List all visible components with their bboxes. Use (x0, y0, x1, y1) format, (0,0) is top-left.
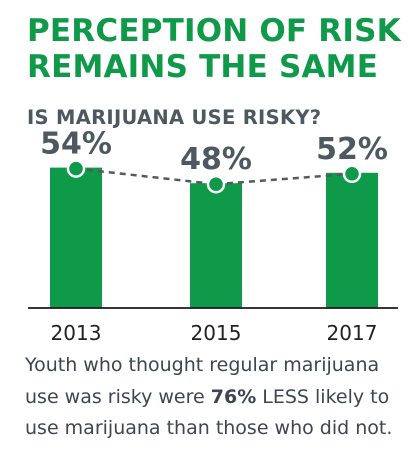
caption: Youth who thought regular marijuana use … (25, 350, 410, 445)
tick-label-2013: 2013 (51, 321, 102, 345)
marker-2015 (206, 174, 226, 194)
title-line-2: REMAINS THE SAME (27, 49, 379, 85)
caption-text-after: LESS likely to use marijuana than those … (25, 385, 393, 440)
chart-title: PERCEPTION OF RISK REMAINS THE SAME (27, 13, 407, 85)
trend-line-segment (75, 167, 217, 186)
marker-2013 (66, 159, 86, 178)
bar-2013 (50, 167, 102, 308)
title-line-1: PERCEPTION OF RISK (27, 13, 401, 49)
caption-text-before: Youth who thought regular marijuana use … (25, 354, 380, 408)
value-label-2015: 48% (180, 142, 252, 177)
value-label-2013: 54% (40, 127, 112, 162)
tick-label-2017: 2017 (327, 321, 378, 345)
value-label-2017: 52% (316, 132, 388, 167)
bar-2015 (190, 183, 242, 308)
chart-subtitle: IS MARIJUANA USE RISKY? (27, 106, 322, 129)
caption-emphasis: 76% (210, 385, 257, 408)
marker-2017 (342, 164, 362, 184)
tick-label-2015: 2015 (191, 321, 242, 345)
trend-line-segment (215, 172, 353, 186)
bar-2017 (326, 172, 378, 308)
